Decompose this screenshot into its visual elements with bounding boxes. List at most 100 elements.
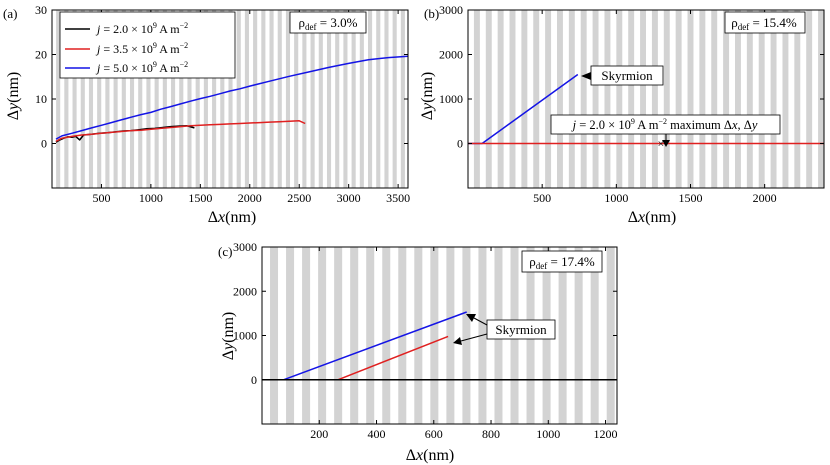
defect-stripe (606, 247, 615, 424)
panel-b-ylabel: Δy(nm) (419, 72, 436, 121)
defect-stripe (616, 10, 623, 188)
defect-stripe (574, 247, 583, 424)
max-marker: × (657, 137, 664, 151)
defect-stripe (318, 247, 327, 424)
y-tick-label: 0 (41, 137, 47, 151)
rho-label-box (521, 250, 603, 273)
defect-stripe (746, 10, 753, 188)
panel-a-xlabel: Δx(nm) (208, 209, 257, 226)
defect-stripe (351, 10, 356, 188)
y-tick-label: 2000 (439, 48, 463, 62)
defect-stripe (56, 10, 61, 188)
defect-stripe (277, 10, 282, 188)
defect-stripe (592, 10, 599, 188)
y-tick-label: 1000 (439, 92, 463, 106)
panel-b-plot-area: × 500 1000 1500 2000 0 1000 2000 3000 (439, 3, 825, 205)
defect-stripe (663, 10, 670, 188)
x-tick-label: 500 (92, 191, 110, 205)
defect-stripe (326, 10, 332, 188)
panel-c: (c) 200 400 600 800 1000 1200 0 1000 2000 3000 Sk… (218, 240, 618, 464)
panel-c-ylabel: Δy(nm) (220, 312, 237, 361)
defect-stripe (497, 10, 504, 188)
defect-stripe (580, 10, 587, 188)
defect-stripe (414, 247, 423, 424)
defect-stripe (367, 10, 373, 188)
series-line-0-2 (55, 55, 408, 140)
defect-stripe (782, 10, 789, 188)
y-tick-label: 30 (35, 3, 47, 17)
x-tick-label: 3000 (337, 191, 361, 205)
defect-stripe (794, 10, 801, 188)
panel-b-skyrmion-label: Skyrmion (601, 68, 653, 83)
defect-stripe (146, 10, 151, 188)
defect-stripe (335, 10, 340, 188)
defect-stripe (711, 10, 718, 188)
panel-c-plot-area: 200 400 600 800 1000 1200 0 1000 2000 3000 (233, 240, 618, 441)
defect-stripe (318, 10, 323, 188)
defect-stripe (302, 10, 307, 188)
x-tick-label: 1000 (604, 191, 628, 205)
defect-stripe (97, 10, 102, 188)
panel-c-skyrmion-annotation: Skyrmion (453, 314, 556, 345)
y-tick-label: 2000 (233, 284, 257, 298)
defect-stripe (806, 10, 813, 188)
defect-stripe (154, 10, 159, 188)
defect-stripe (302, 247, 311, 424)
defect-stripe (310, 10, 315, 188)
y-tick-label: 3000 (233, 240, 257, 254)
defect-stripe (521, 10, 528, 188)
y-tick-label: 10 (35, 92, 47, 106)
defect-stripe (244, 10, 249, 188)
x-tick-label: 400 (368, 427, 386, 441)
defect-stripe (485, 10, 492, 188)
defect-stripe (121, 10, 126, 188)
defect-stripe (253, 10, 258, 188)
defect-stripe (446, 247, 455, 424)
defect-stripe (604, 10, 611, 188)
x-tick-label: 200 (310, 427, 328, 441)
defect-stripe (286, 247, 295, 424)
defect-stripe (392, 10, 397, 188)
defect-stripe (80, 10, 85, 188)
defect-stripe (400, 10, 405, 188)
x-tick-label: 1500 (679, 191, 703, 205)
rho-label-box (724, 11, 806, 34)
defect-stripe (171, 10, 176, 188)
legend-item-j35: j = 3.5 × 109 A m−2 (95, 41, 188, 56)
legend-item-j2: j = 2.0 × 109 A m−2 (95, 21, 188, 36)
panel-b: (b) × 500 1000 1500 2000 0 1000 2000 3000 Skyrmi… (419, 3, 825, 226)
defect-stripe (285, 10, 291, 188)
defect-stripe (270, 247, 279, 424)
panel-a-label: (a) (3, 6, 17, 21)
panel-b-xlabel: Δx(nm) (628, 209, 677, 226)
x-tick-label: 2000 (238, 191, 262, 205)
rho-label-box (289, 11, 367, 34)
panel-b-label: (b) (424, 6, 439, 21)
defect-stripes (56, 10, 405, 188)
panel-c-label: (c) (218, 244, 232, 259)
x-tick-label: 500 (533, 191, 551, 205)
panel-b-rho-label: ρdef = 15.4% (731, 15, 797, 32)
defect-stripe (384, 10, 389, 188)
defect-stripe (558, 247, 567, 424)
x-tick-label: 3500 (386, 191, 410, 205)
defect-stripe (628, 10, 635, 188)
defect-stripe (113, 10, 118, 188)
x-tick-label: 1000 (536, 427, 560, 441)
defect-stripe (294, 10, 299, 188)
series-line-0-1 (55, 120, 306, 142)
panel-b-max-label: j = 2.0 × 109 A m−2 maximum Δx, Δy (571, 117, 758, 132)
defect-stripe (228, 10, 233, 188)
panel-c-xlabel: Δx(nm) (406, 447, 455, 464)
defect-stripe (430, 247, 439, 424)
x-tick-label: 600 (425, 427, 443, 441)
defect-stripe (557, 10, 563, 188)
legend-item-j5: j = 5.0 × 109 A m−2 (95, 60, 188, 75)
defect-stripe (366, 247, 375, 424)
defect-stripe (138, 10, 143, 188)
defect-stripe (64, 10, 69, 188)
y-tick-label: 3000 (439, 3, 463, 17)
defect-stripe (105, 10, 110, 188)
panel-b-skyrmion-annotation: Skyrmion (581, 65, 664, 86)
